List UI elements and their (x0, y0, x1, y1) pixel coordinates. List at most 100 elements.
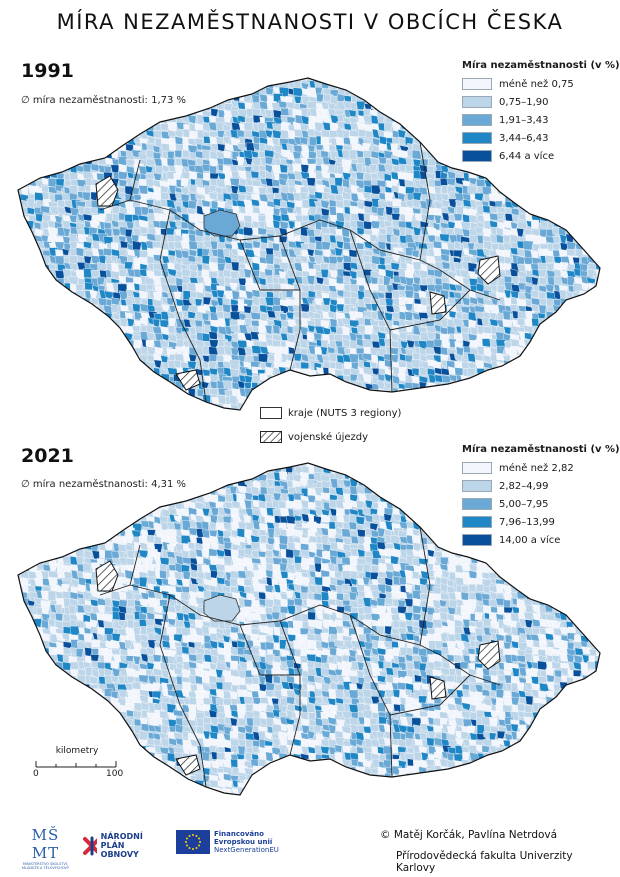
municipality-cell (587, 78, 596, 83)
municipality-cell (83, 353, 94, 362)
municipality-cell (490, 506, 501, 518)
municipality-cell (34, 271, 44, 281)
municipality-cell (491, 368, 501, 379)
municipality-cell (167, 325, 176, 334)
municipality-cell (33, 128, 42, 140)
municipality-cell (434, 94, 445, 103)
municipality-cell (524, 114, 534, 124)
municipality-cell (595, 374, 600, 385)
municipality-cell (412, 87, 421, 96)
municipality-cell (428, 410, 437, 417)
municipality-cell (519, 508, 528, 519)
municipality-cell (565, 78, 575, 81)
municipality-cell (603, 486, 610, 494)
municipality-cell (483, 394, 494, 404)
municipality-cell (406, 467, 416, 477)
municipality-cell (40, 318, 49, 328)
municipality-cell (433, 499, 445, 509)
municipality-cell (385, 487, 396, 496)
municipality-cell (483, 486, 493, 496)
municipality-cell (593, 88, 600, 98)
municipality-cell (238, 463, 246, 467)
municipality-cell (90, 124, 100, 134)
municipality-cell (71, 396, 79, 407)
municipality-cell (111, 403, 120, 410)
municipality-cell (85, 348, 93, 359)
municipality-cell (467, 152, 478, 163)
municipality-cell (546, 389, 556, 401)
municipality-cell (118, 115, 129, 124)
municipality-cell (572, 362, 580, 371)
municipality-cell (84, 327, 95, 337)
municipality-cell (307, 390, 318, 400)
municipality-cell (105, 516, 115, 525)
municipality-cell (18, 388, 21, 397)
municipality-cell (559, 485, 570, 496)
municipality-cell (183, 86, 194, 97)
municipality-cell (153, 396, 162, 405)
municipality-cell (174, 403, 184, 410)
municipality-cell (33, 304, 44, 315)
municipality-cell (560, 165, 569, 174)
municipality-cell (594, 486, 600, 495)
municipality-cell (497, 122, 508, 133)
municipality-cell (54, 382, 65, 392)
municipality-cell (34, 382, 42, 391)
municipality-cell (425, 80, 435, 90)
municipality-cell (259, 463, 267, 469)
municipality-cell (490, 128, 501, 138)
legend-1991-class-1: méně než 0,75 (462, 75, 612, 93)
municipality-cell (22, 410, 31, 419)
municipality-cell (195, 212, 205, 223)
municipality-cell (266, 472, 275, 480)
municipality-cell (503, 102, 512, 113)
municipality-cell (76, 375, 86, 385)
municipality-cell (70, 502, 80, 510)
municipality-cell (141, 82, 149, 91)
municipality-cell (272, 129, 282, 139)
municipality-cell (175, 109, 184, 118)
municipality-cell (502, 184, 511, 194)
municipality-cell (113, 101, 123, 111)
municipality-cell (537, 389, 548, 399)
municipality-cell (421, 402, 429, 410)
municipality-cell (565, 374, 576, 382)
municipality-cell (540, 493, 548, 502)
municipality-cell (539, 149, 549, 158)
municipality-cell (18, 123, 23, 132)
municipality-cell (489, 109, 500, 119)
municipality-cell (392, 254, 400, 263)
municipality-cell (62, 411, 69, 420)
municipality-cell (442, 394, 452, 403)
municipality-cell (574, 367, 585, 378)
municipality-cell (18, 117, 22, 126)
municipality-cell (18, 158, 23, 167)
municipality-cell (385, 87, 395, 98)
municipality-cell (62, 114, 72, 123)
municipality-cell (468, 507, 478, 516)
municipality-cell (70, 333, 80, 342)
municipality-cell (574, 214, 585, 225)
municipality-cell (42, 88, 51, 100)
municipality-cell (559, 380, 568, 391)
municipality-cell (173, 396, 184, 405)
municipality-cell (132, 360, 142, 370)
municipality-cell (175, 270, 184, 279)
municipality-cell (545, 320, 555, 328)
municipality-cell (20, 241, 29, 251)
municipality-cell (510, 481, 520, 491)
municipality-cell (566, 128, 575, 138)
municipality-cell (223, 473, 235, 484)
municipality-cell (462, 471, 472, 480)
municipality-cell (581, 472, 592, 481)
municipality-cell (448, 108, 459, 117)
municipality-cell (497, 94, 507, 103)
municipality-cell (523, 381, 531, 392)
municipality-cell (581, 157, 591, 168)
municipality-cell (252, 394, 261, 403)
municipality-cell (510, 178, 521, 187)
municipality-cell (91, 332, 101, 342)
municipality-cell (19, 78, 29, 81)
municipality-cell (195, 95, 206, 105)
municipality-cell (433, 463, 442, 467)
